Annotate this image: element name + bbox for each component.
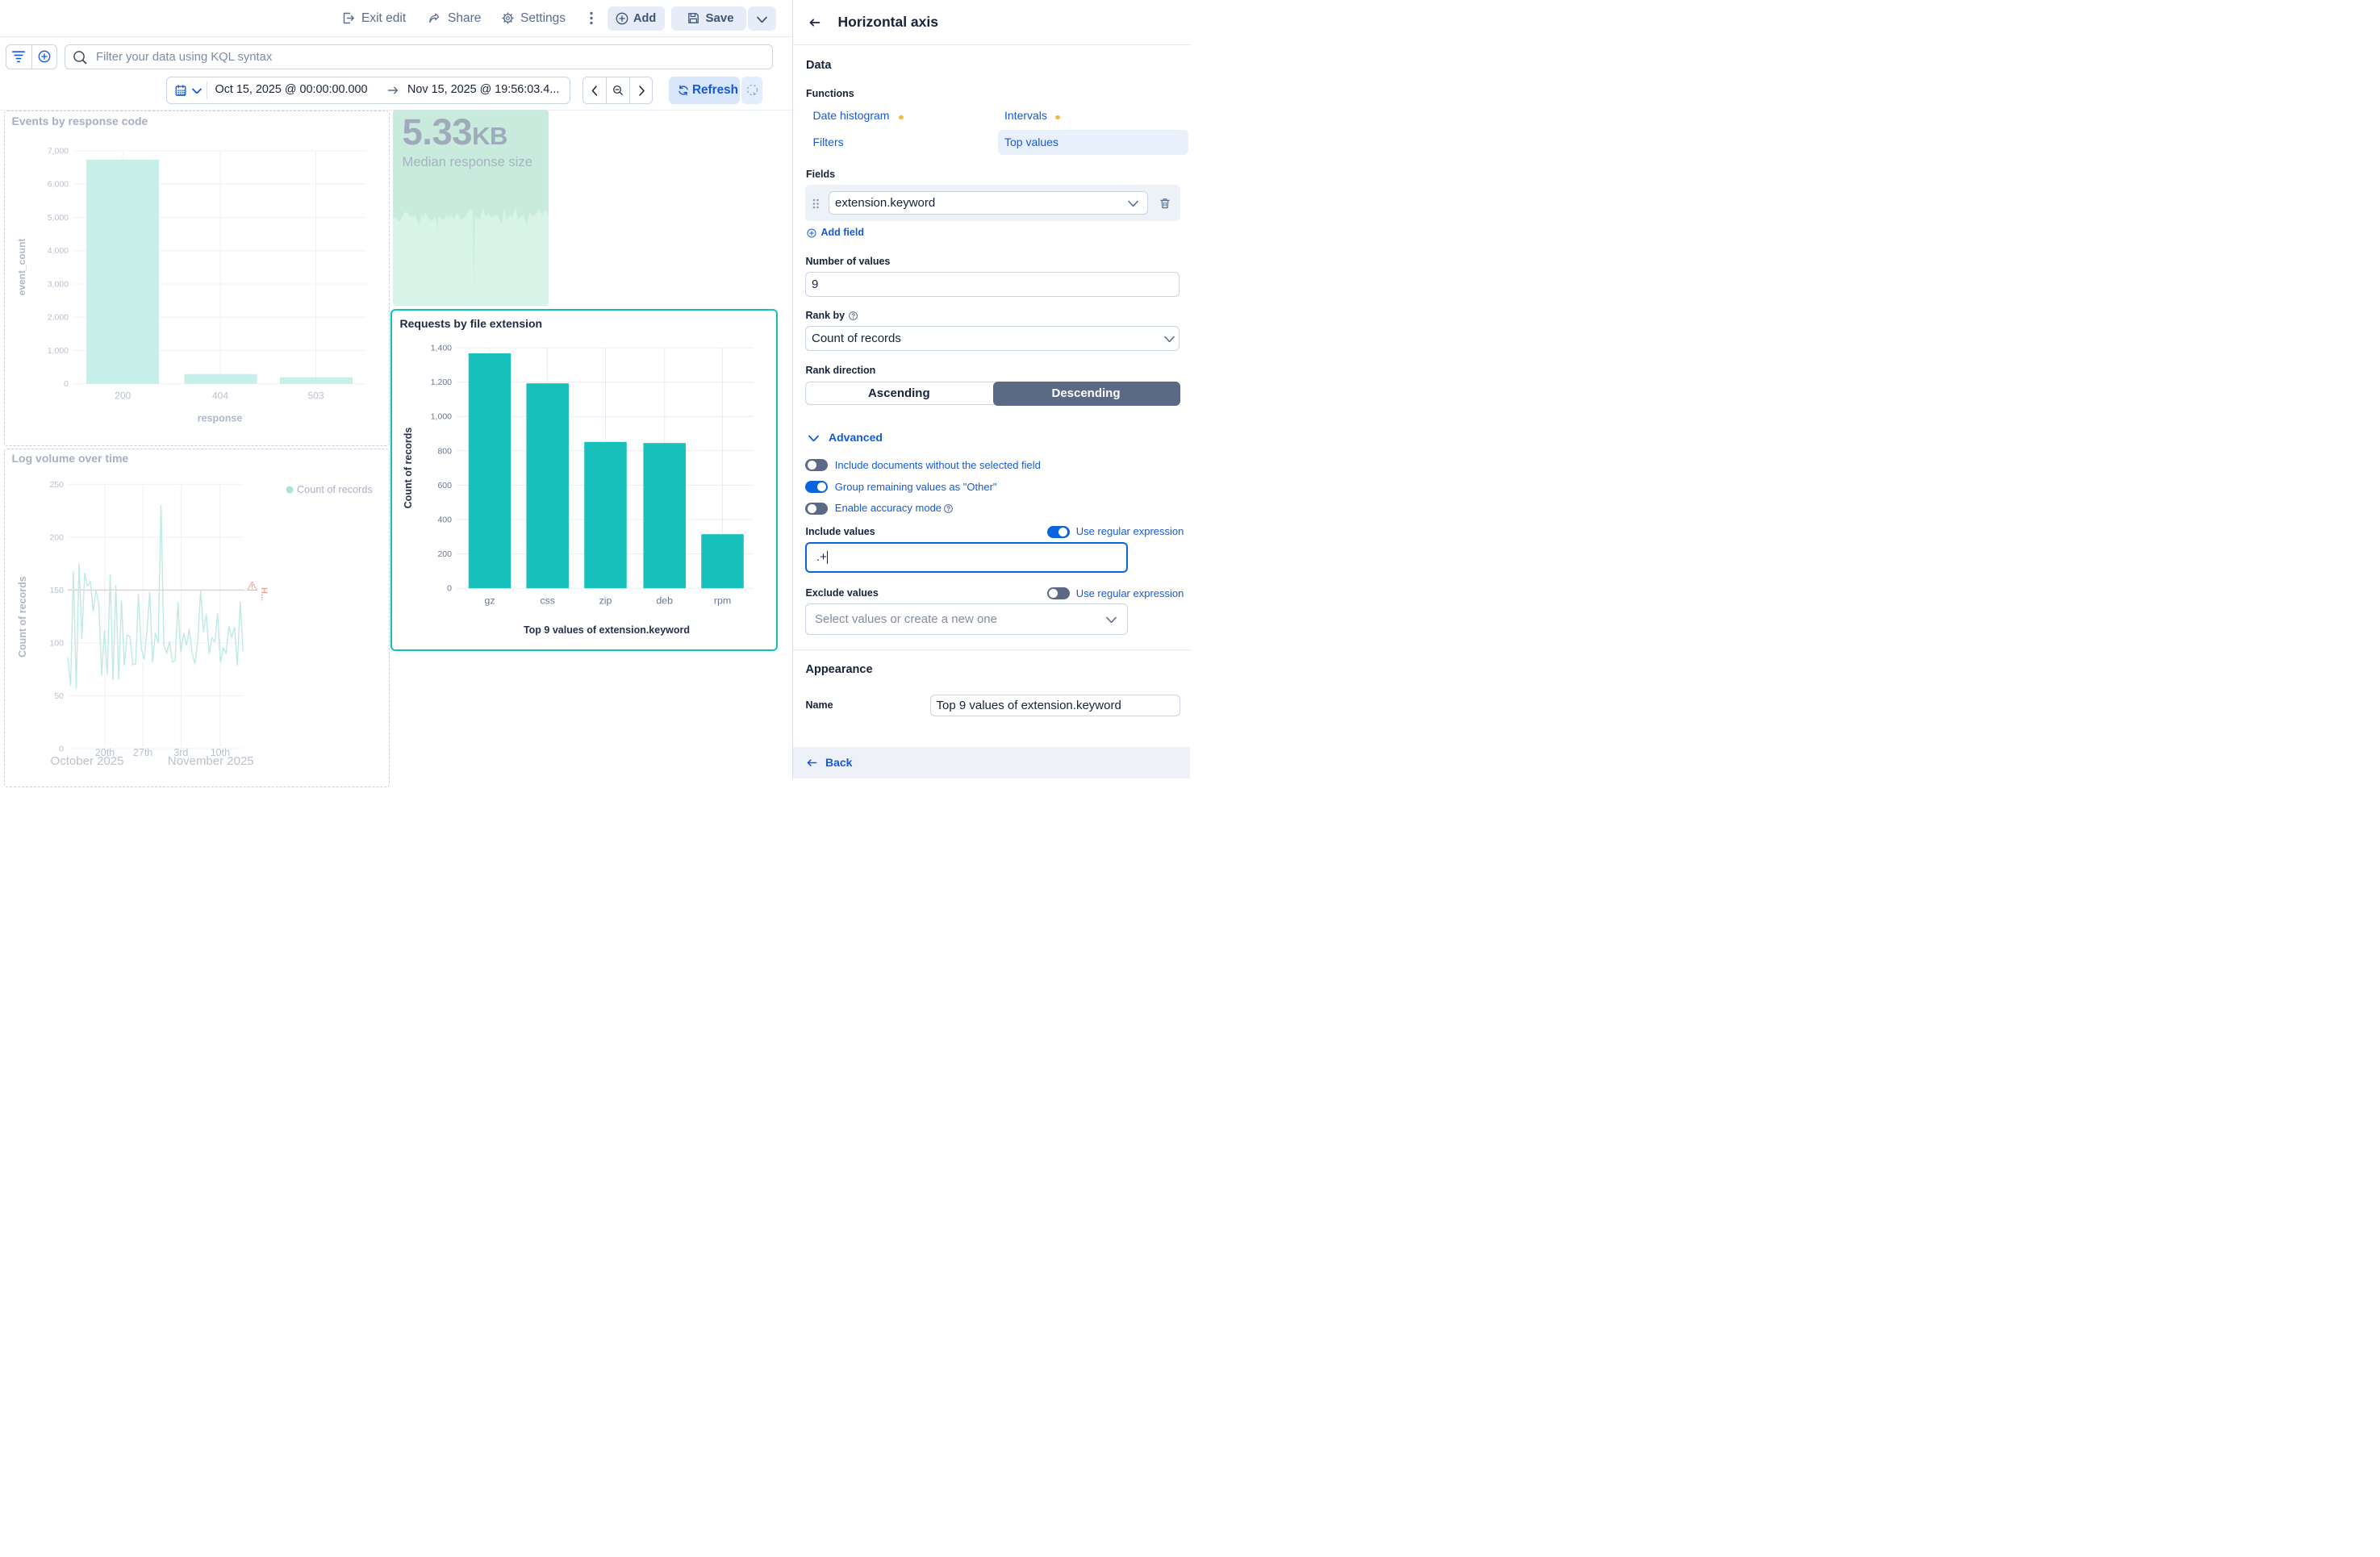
svg-text:0: 0 (64, 379, 69, 389)
svg-text:response: response (197, 413, 242, 424)
svg-text:Top 9 values of extension.keyw: Top 9 values of extension.keyword (524, 624, 690, 636)
svg-text:0: 0 (447, 584, 452, 594)
svg-text:150: 150 (49, 586, 64, 595)
svg-text:deb: deb (656, 595, 673, 607)
svg-text:404: 404 (211, 390, 228, 402)
svg-text:250: 250 (49, 480, 64, 490)
svg-text:200: 200 (437, 549, 452, 559)
svg-text:Count of records: Count of records (17, 576, 28, 657)
svg-text:zip: zip (599, 595, 612, 607)
svg-text:3rd: 3rd (173, 747, 188, 758)
svg-text:200: 200 (115, 390, 131, 402)
svg-text:6,000: 6,000 (47, 180, 68, 190)
svg-text:0: 0 (59, 745, 64, 754)
svg-text:7,000: 7,000 (47, 147, 68, 157)
svg-text:800: 800 (437, 446, 452, 456)
svg-text:2,000: 2,000 (47, 313, 68, 323)
svg-text:event_count: event_count (16, 239, 27, 296)
svg-text:rpm: rpm (714, 595, 731, 607)
svg-text:October 2025: October 2025 (50, 754, 123, 768)
svg-text:20th: 20th (94, 747, 114, 758)
svg-text:50: 50 (54, 691, 64, 701)
svg-text:H...: H... (259, 587, 269, 601)
svg-text:4,000: 4,000 (47, 246, 68, 256)
svg-text:400: 400 (437, 516, 452, 525)
svg-text:200: 200 (49, 532, 64, 542)
svg-text:November 2025: November 2025 (167, 754, 253, 768)
svg-text:5,000: 5,000 (47, 213, 68, 223)
svg-text:Count of records: Count of records (297, 484, 373, 495)
svg-text:1,400: 1,400 (431, 344, 452, 353)
svg-text:27th: 27th (132, 747, 152, 758)
svg-text:3,000: 3,000 (47, 279, 68, 289)
svg-text:100: 100 (49, 638, 64, 648)
svg-text:css: css (540, 595, 555, 607)
svg-text:10th: 10th (210, 747, 229, 758)
svg-text:600: 600 (437, 481, 452, 490)
svg-text:Count of records: Count of records (403, 428, 414, 509)
svg-text:1,200: 1,200 (431, 378, 452, 387)
svg-text:gz: gz (484, 595, 495, 607)
svg-text:503: 503 (307, 390, 324, 402)
svg-text:1,000: 1,000 (431, 412, 452, 422)
svg-text:1,000: 1,000 (47, 346, 68, 356)
